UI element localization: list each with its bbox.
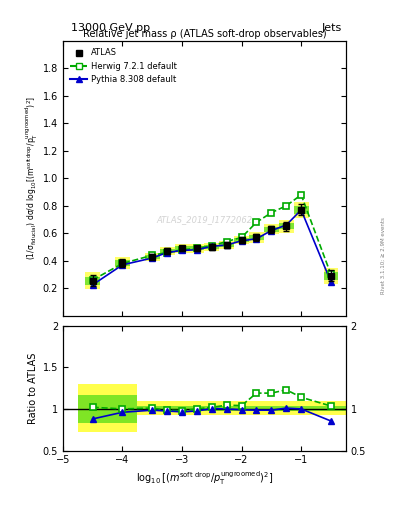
Bar xyxy=(137,400,346,415)
Text: Jets: Jets xyxy=(321,23,342,33)
Bar xyxy=(249,235,264,240)
Bar xyxy=(189,244,204,252)
Bar xyxy=(294,206,309,214)
Bar xyxy=(174,244,189,252)
Text: Rivet 3.1.10; ≥ 2.9M events: Rivet 3.1.10; ≥ 2.9M events xyxy=(381,218,386,294)
Bar xyxy=(323,272,338,280)
Y-axis label: Ratio to ATLAS: Ratio to ATLAS xyxy=(28,352,39,424)
Bar xyxy=(85,272,100,289)
Bar xyxy=(234,236,249,244)
Bar xyxy=(160,249,174,253)
Bar xyxy=(264,227,279,232)
Bar xyxy=(115,260,130,266)
Bar xyxy=(279,223,294,229)
Bar xyxy=(234,238,249,242)
Bar xyxy=(219,243,234,247)
Bar xyxy=(219,241,234,249)
Bar xyxy=(85,276,100,285)
Bar xyxy=(78,384,137,432)
Bar xyxy=(204,243,219,251)
Bar xyxy=(204,245,219,249)
Bar xyxy=(78,395,137,423)
Bar xyxy=(174,246,189,250)
Bar xyxy=(137,407,346,412)
Bar xyxy=(145,252,160,261)
Text: ATLAS_2019_I1772062: ATLAS_2019_I1772062 xyxy=(156,215,252,224)
Bar xyxy=(189,246,204,250)
Bar xyxy=(115,257,130,269)
Bar xyxy=(160,247,174,255)
Bar xyxy=(323,268,338,284)
Title: Relative jet mass ρ (ATLAS soft-drop observables): Relative jet mass ρ (ATLAS soft-drop obs… xyxy=(83,29,326,39)
Bar xyxy=(249,232,264,243)
Bar xyxy=(145,254,160,259)
Bar xyxy=(264,224,279,234)
Legend: ATLAS, Herwig 7.2.1 default, Pythia 8.308 default: ATLAS, Herwig 7.2.1 default, Pythia 8.30… xyxy=(67,45,180,87)
Y-axis label: (1/σ$_{\mathrm{fiducial}}$) dσ/d log$_{10}$[(m$^{\mathrm{soft drop}}$/p$_\mathrm: (1/σ$_{\mathrm{fiducial}}$) dσ/d log$_{1… xyxy=(24,96,40,260)
X-axis label: $\log_{10}[(m^{\mathrm{soft\ drop}}/p_\mathrm{T}^{\mathrm{ungroomed}})^2]$: $\log_{10}[(m^{\mathrm{soft\ drop}}/p_\m… xyxy=(136,470,273,487)
Bar xyxy=(294,202,309,218)
Bar xyxy=(279,220,294,232)
Text: 13000 GeV pp: 13000 GeV pp xyxy=(71,23,150,33)
